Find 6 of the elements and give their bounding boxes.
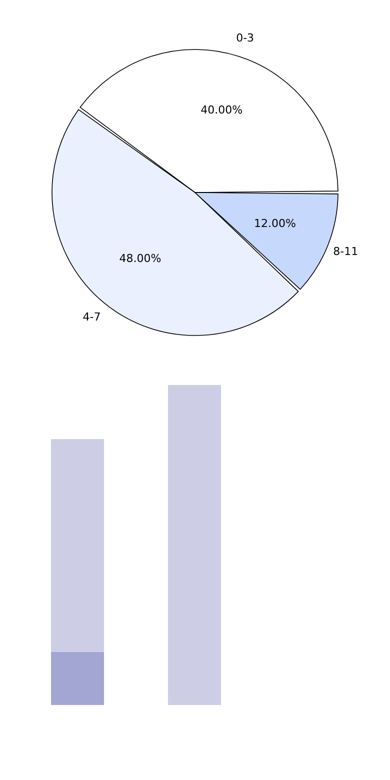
- data-label: 40.00%: [200, 104, 243, 117]
- slice-label: 4-7: [82, 310, 101, 324]
- slice-label: 0-3: [236, 31, 254, 44]
- data-label: 12.00%: [254, 217, 296, 230]
- slice-label: 8-11: [333, 245, 358, 258]
- data-label: 48.00%: [119, 252, 162, 265]
